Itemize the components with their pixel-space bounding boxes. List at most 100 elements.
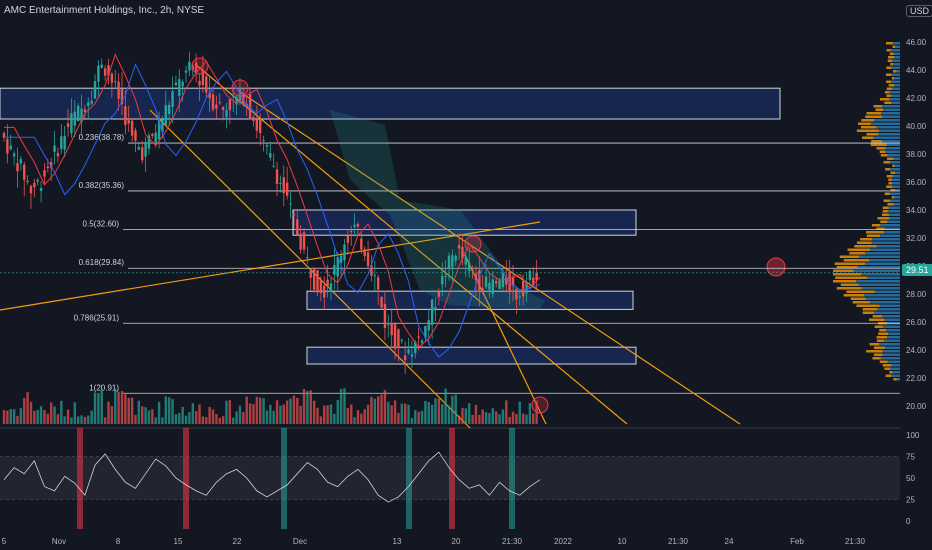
volume-profile-sell-bar	[866, 350, 883, 353]
candle-body	[66, 123, 70, 127]
volume-bar	[441, 404, 444, 424]
volume-profile-sell-bar	[891, 77, 895, 80]
volume-profile-buy-bar	[893, 63, 900, 66]
volume-profile-sell-bar	[890, 171, 896, 174]
candle-body	[174, 82, 178, 86]
volume-profile-sell-bar	[835, 276, 868, 279]
candle-body	[39, 188, 43, 191]
volume-profile-sell-bar	[866, 234, 881, 237]
highlight-circle	[464, 235, 482, 253]
candle-body	[316, 270, 319, 293]
volume-profile-buy-bar	[861, 287, 900, 290]
volume-bar	[323, 405, 326, 424]
candle-body	[441, 275, 444, 285]
volume-bar	[103, 417, 107, 424]
time-axis-label: 20	[452, 537, 461, 546]
time-axis-label: 21:30	[668, 537, 689, 546]
volume-profile-sell-bar	[886, 185, 893, 188]
price-axis-label: 32.00	[906, 234, 927, 243]
volume-bar	[259, 397, 262, 424]
candle-body	[494, 281, 498, 284]
volume-profile-buy-bar	[891, 73, 900, 76]
candle-body	[518, 296, 521, 298]
volume-bar	[319, 416, 323, 424]
volume-bar	[265, 410, 269, 424]
volume-bar	[66, 409, 70, 424]
volume-profile-buy-bar	[857, 266, 900, 269]
currency-button[interactable]: USD	[906, 5, 932, 17]
volume-profile-buy-bar	[880, 234, 900, 237]
candle-body	[188, 61, 191, 71]
oscillator-signal-bar	[449, 428, 455, 529]
volume-profile-sell-bar	[881, 213, 889, 216]
volume-profile-sell-bar	[879, 329, 887, 332]
volume-profile-buy-bar	[885, 346, 900, 349]
volume-profile-sell-bar	[833, 273, 862, 276]
volume-profile-buy-bar	[869, 259, 900, 262]
volume-bar	[417, 411, 420, 424]
volume-bar	[457, 415, 461, 424]
volume-bar	[302, 388, 306, 424]
time-axis-label: 22	[233, 537, 242, 546]
volume-bar	[93, 392, 97, 424]
volume-bar	[151, 409, 154, 424]
volume-profile-sell-bar	[885, 73, 892, 76]
candle-body	[110, 73, 114, 83]
fib-level-label: 0.236(38.78)	[79, 133, 125, 142]
candle-body	[420, 340, 424, 343]
candle-body	[511, 277, 515, 286]
candle-body	[366, 252, 370, 267]
candle-body	[309, 269, 312, 278]
volume-profile-buy-bar	[883, 108, 900, 111]
volume-profile-buy-bar	[881, 115, 900, 118]
volume-bar	[360, 413, 363, 424]
volume-profile-buy-bar	[882, 353, 900, 356]
ichimoku-cloud	[330, 110, 545, 310]
volume-bar	[33, 410, 36, 424]
volume-bar	[242, 412, 245, 424]
volume-profile-buy-bar	[873, 311, 900, 314]
candle-body	[259, 119, 262, 133]
volume-bar	[484, 412, 488, 424]
volume-profile-sell-bar	[885, 168, 891, 171]
trend-line	[239, 91, 741, 425]
candle-body	[103, 68, 107, 76]
candle-body	[373, 275, 377, 277]
volume-profile-buy-bar	[889, 217, 900, 220]
candle-body	[208, 92, 211, 99]
volume-profile-sell-bar	[886, 49, 891, 52]
candle-body	[33, 182, 36, 188]
candle-body	[43, 170, 46, 177]
candle-body	[296, 219, 299, 235]
volume-bar	[424, 400, 427, 424]
volume-bar	[481, 409, 484, 424]
volume-bar	[171, 399, 174, 424]
volume-profile-buy-bar	[891, 66, 900, 69]
fib-level-label: 0.786(25.91)	[74, 313, 120, 322]
volume-bar	[248, 403, 252, 424]
volume-profile-sell-bar	[839, 255, 860, 258]
candle-body	[9, 145, 12, 150]
price-axis-label: 24.00	[906, 346, 927, 355]
candle-body	[100, 64, 103, 68]
volume-bar	[397, 412, 400, 424]
volume-profile-buy-bar	[881, 112, 900, 115]
candle-body	[255, 119, 259, 131]
volume-profile-buy-bar	[896, 378, 900, 381]
volume-bar	[350, 404, 353, 424]
volume-profile-sell-bar	[871, 140, 883, 143]
candle-body	[60, 136, 63, 150]
candle-body	[535, 272, 538, 281]
volume-profile-sell-bar	[861, 136, 874, 139]
volume-bar	[53, 406, 56, 424]
volume-profile-sell-bar	[846, 290, 875, 293]
volume-bar	[339, 388, 343, 424]
price-axis-label: 36.00	[906, 178, 927, 187]
candle-body	[360, 238, 363, 250]
candle-body	[161, 119, 164, 132]
candle-body	[350, 230, 353, 233]
volume-profile-sell-bar	[882, 364, 892, 367]
volume-bar	[494, 411, 498, 424]
volume-bar	[390, 405, 393, 424]
